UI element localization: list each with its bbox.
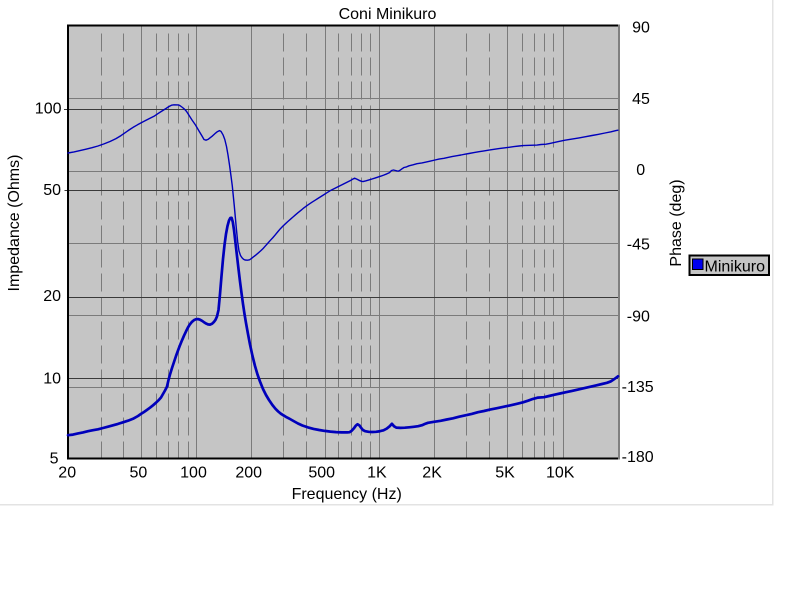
- svg-text:-180: -180: [622, 449, 654, 466]
- svg-text:-135: -135: [622, 379, 654, 396]
- svg-text:45: 45: [632, 91, 650, 108]
- svg-text:50: 50: [130, 465, 148, 482]
- svg-text:0: 0: [636, 162, 645, 179]
- svg-text:90: 90: [632, 20, 650, 37]
- svg-text:Phase (deg): Phase (deg): [668, 179, 685, 266]
- svg-text:50: 50: [43, 182, 61, 199]
- svg-text:Coni Minikuro: Coni Minikuro: [339, 6, 437, 23]
- svg-text:200: 200: [235, 465, 262, 482]
- svg-text:5: 5: [50, 451, 59, 468]
- svg-text:Frequency (Hz): Frequency (Hz): [292, 486, 402, 503]
- svg-text:Minikuro: Minikuro: [705, 258, 766, 275]
- svg-text:500: 500: [308, 465, 335, 482]
- svg-text:2K: 2K: [422, 465, 442, 482]
- svg-text:-90: -90: [627, 308, 650, 325]
- svg-text:10K: 10K: [546, 465, 575, 482]
- svg-text:5K: 5K: [495, 465, 515, 482]
- svg-text:20: 20: [43, 288, 61, 305]
- svg-text:Impedance (Ohms): Impedance (Ohms): [6, 155, 23, 292]
- svg-text:100: 100: [180, 465, 207, 482]
- svg-text:1K: 1K: [367, 465, 387, 482]
- svg-text:10: 10: [43, 370, 61, 387]
- svg-text:-45: -45: [627, 237, 650, 254]
- svg-text:20: 20: [58, 465, 76, 482]
- svg-text:100: 100: [35, 100, 62, 117]
